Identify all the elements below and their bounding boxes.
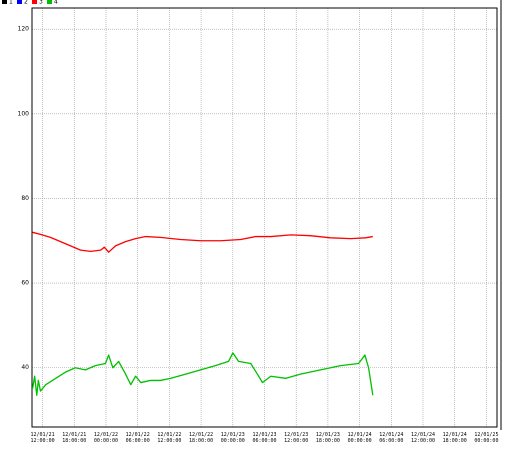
y-tick-label: 120 xyxy=(18,26,30,33)
y-tick-label: 60 xyxy=(21,280,29,287)
x-tick-label: 12/01/21 12:00:00 xyxy=(30,432,55,444)
x-tick-label: 12/01/24 00:00:00 xyxy=(347,432,372,444)
legend-label: 3 xyxy=(39,0,43,6)
legend-swatch xyxy=(2,0,7,4)
legend-swatch xyxy=(17,0,22,4)
plot-frame xyxy=(31,7,498,428)
x-tick-label: 12/01/24 18:00:00 xyxy=(442,432,467,444)
y-tick-label: 80 xyxy=(21,195,29,202)
x-tick-label: 12/01/24 12:00:00 xyxy=(410,432,436,444)
x-tick-label: 12/01/25 00:00:00 xyxy=(474,432,499,444)
legend-label: 1 xyxy=(9,0,13,6)
line-series xyxy=(31,352,374,396)
line-series xyxy=(32,231,373,253)
x-tick-label: 12/01/23 06:00:00 xyxy=(252,432,277,444)
legend-label: 4 xyxy=(54,0,58,6)
x-tick-label: 12/01/23 00:00:00 xyxy=(220,432,245,444)
x-tick-label: 12/01/21 18:00:00 xyxy=(62,432,87,444)
legend-swatch xyxy=(47,0,52,4)
legend-swatch xyxy=(32,0,37,4)
legend-label: 2 xyxy=(24,0,28,6)
y-tick-label: 100 xyxy=(18,110,30,117)
x-tick-label: 12/01/23 12:00:00 xyxy=(284,432,309,444)
y-tick-label: 40 xyxy=(21,364,29,371)
x-tick-label: 12/01/22 06:00:00 xyxy=(125,432,150,444)
x-tick-label: 12/01/24 06:00:00 xyxy=(379,432,404,444)
x-tick-label: 12/01/22 18:00:00 xyxy=(189,432,214,444)
x-tick-label: 12/01/22 00:00:00 xyxy=(93,432,119,444)
x-tick-label: 12/01/23 18:00:00 xyxy=(315,432,340,444)
x-tick-label: 12/01/22 12:00:00 xyxy=(157,432,182,444)
